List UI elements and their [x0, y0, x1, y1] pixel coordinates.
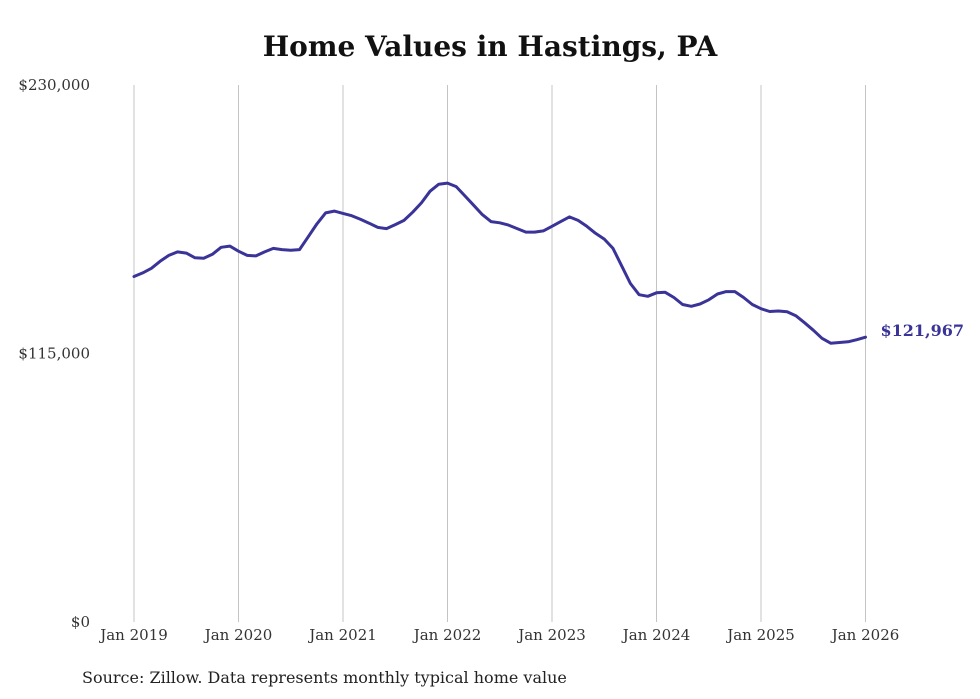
y-tick-label: $230,000 — [18, 76, 90, 94]
x-tick-label: Jan 2021 — [307, 626, 377, 644]
x-tick-label: Jan 2026 — [830, 626, 900, 644]
x-tick-label: Jan 2025 — [725, 626, 795, 644]
source-note: Source: Zillow. Data represents monthly … — [82, 668, 567, 687]
y-tick-label: $0 — [71, 613, 90, 631]
series-line — [132, 181, 867, 345]
chart-title: Home Values in Hastings, PA — [262, 30, 718, 63]
end-value-label: $121,967 — [881, 321, 965, 340]
x-tick-label: Jan 2023 — [516, 626, 586, 644]
x-tick-label: Jan 2020 — [203, 626, 273, 644]
x-tick-label: Jan 2024 — [621, 626, 691, 644]
x-tick-label: Jan 2019 — [98, 626, 168, 644]
y-tick-label: $115,000 — [18, 345, 90, 363]
x-tick-label: Jan 2022 — [412, 626, 482, 644]
